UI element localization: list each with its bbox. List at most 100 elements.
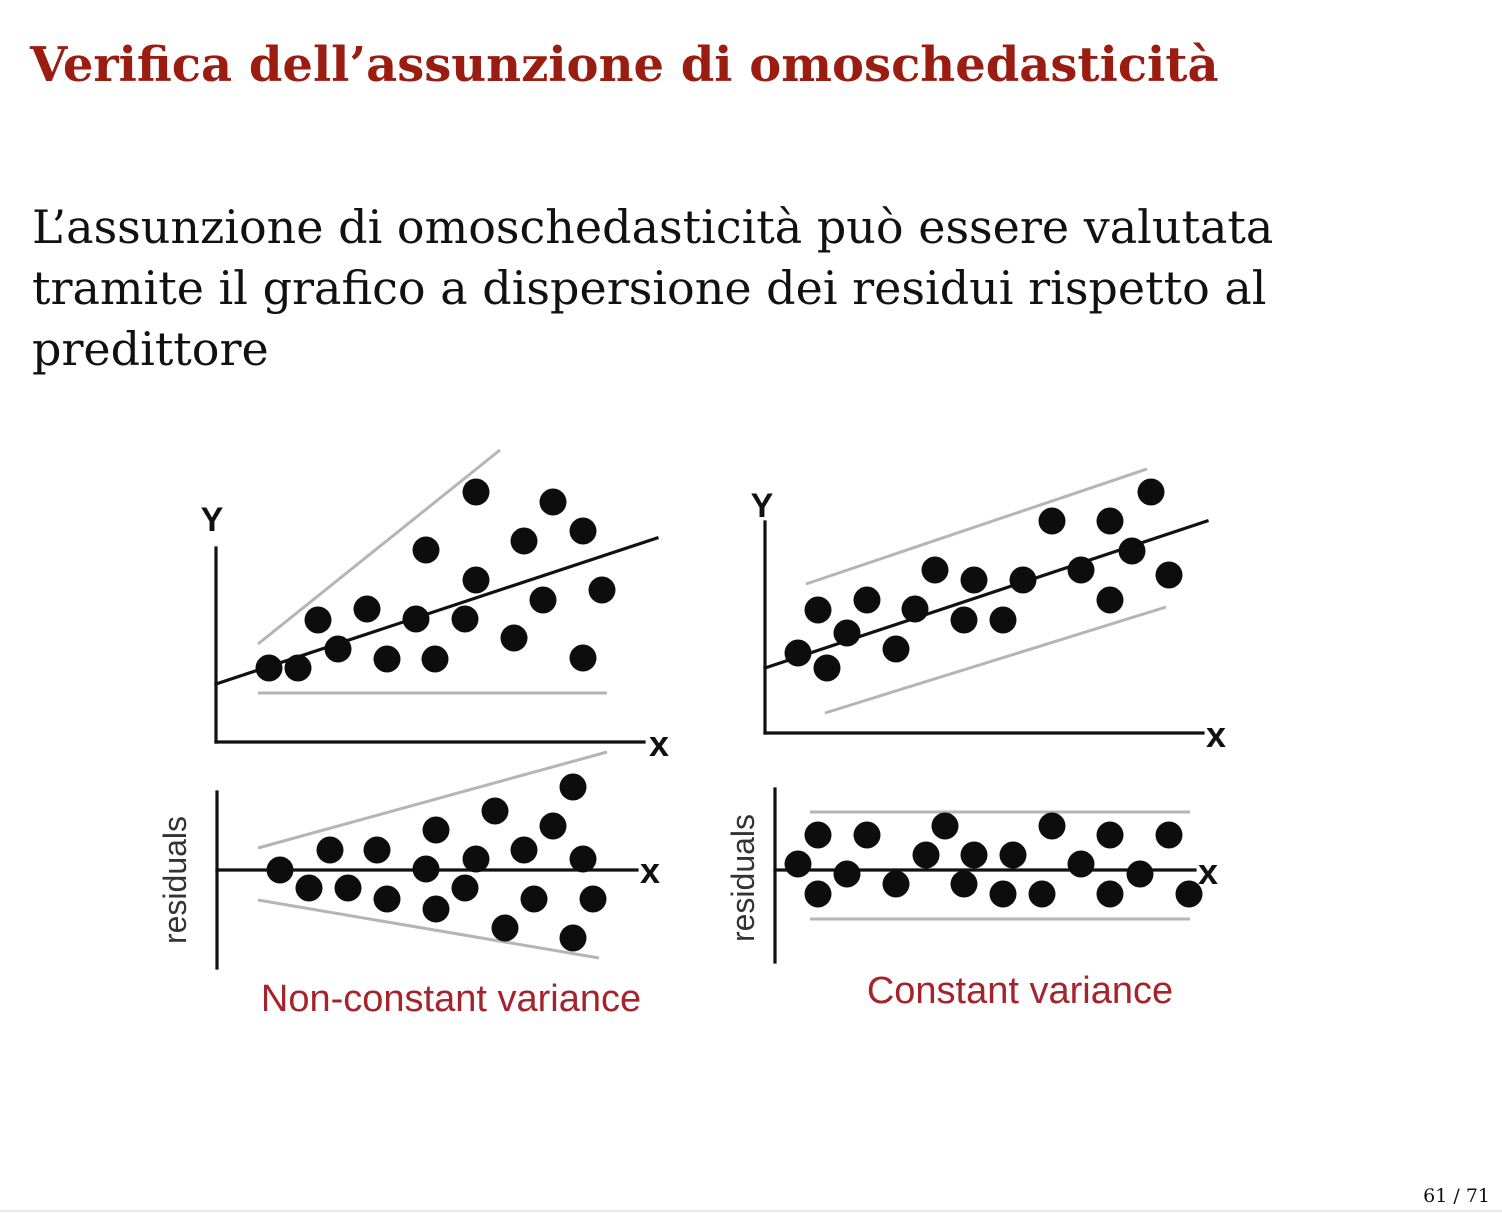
scatter-point <box>950 870 978 898</box>
scatter-point <box>324 635 352 663</box>
scatter-point <box>784 850 812 878</box>
scatter-point <box>539 812 567 840</box>
x-axis-label: x <box>649 723 669 764</box>
scatter-point <box>373 645 401 673</box>
residual-points <box>266 773 607 952</box>
page-number: 61 / 71 <box>1423 1185 1490 1207</box>
scatter-point <box>284 654 312 682</box>
scatter-point <box>1096 821 1124 849</box>
slide-body-text: L’assunzione di omoschedasticità può ess… <box>32 197 1273 380</box>
scatter-point <box>1126 860 1154 888</box>
y-axis-label: residuals <box>725 814 761 942</box>
body-line: tramite il grafico a dispersione dei res… <box>32 261 1267 315</box>
scatter-point <box>912 841 940 869</box>
residual-plots-figure: Y x Y x residuals x <box>157 448 1226 1020</box>
scatter-point <box>481 797 509 825</box>
scatter-point <box>569 644 597 672</box>
scatter-point <box>422 816 450 844</box>
panel-constant-residuals: residuals x <box>725 787 1218 964</box>
scatter-point <box>462 845 490 873</box>
scatter-point <box>989 606 1017 634</box>
scatter-point <box>588 576 616 604</box>
scatter-point <box>510 836 538 864</box>
scatter-point <box>1096 507 1124 535</box>
scatter-point <box>1067 556 1095 584</box>
scatter-point <box>510 527 538 555</box>
scatter-point <box>402 605 430 633</box>
footer-rule <box>0 1210 1502 1212</box>
x-axis-label: x <box>1198 851 1218 892</box>
scatter-point <box>804 821 832 849</box>
panel-nonconstant-scatter: Y x <box>201 448 669 764</box>
scatter-point <box>422 895 450 923</box>
scatter-point <box>373 885 401 913</box>
lower-bound-line <box>257 898 600 960</box>
x-axis-label: x <box>640 850 660 891</box>
scatter-point <box>569 517 597 545</box>
scatter-point <box>1038 507 1066 535</box>
caption-constant-variance: Constant variance <box>867 970 1173 1012</box>
scatter-point <box>784 639 812 667</box>
scatter-point <box>363 836 391 864</box>
scatter-point <box>1155 821 1183 849</box>
scatter-point <box>569 845 597 873</box>
upper-bound-line <box>805 467 1148 586</box>
scatter-point <box>1096 586 1124 614</box>
scatter-point <box>1009 566 1037 594</box>
scatter-point <box>1155 561 1183 589</box>
scatter-point <box>999 841 1027 869</box>
scatter-point <box>921 556 949 584</box>
scatter-point <box>266 856 294 884</box>
scatter-point <box>882 635 910 663</box>
scatter-point <box>853 586 881 614</box>
scatter-point <box>255 654 283 682</box>
scatter-point <box>451 605 479 633</box>
scatter-point <box>989 880 1017 908</box>
scatter-point <box>559 924 587 952</box>
scatter-points <box>255 478 616 682</box>
scatter-point <box>950 606 978 634</box>
x-axis-label: x <box>1206 714 1226 755</box>
scatter-point <box>539 488 567 516</box>
scatter-points <box>784 478 1183 682</box>
scatter-point <box>491 914 519 942</box>
scatter-point <box>833 860 861 888</box>
scatter-point <box>931 812 959 840</box>
scatter-point <box>833 619 861 647</box>
scatter-point <box>412 536 440 564</box>
y-axis-label: residuals <box>157 816 193 944</box>
scatter-point <box>853 821 881 849</box>
scatter-point <box>559 773 587 801</box>
scatter-point <box>500 624 528 652</box>
scatter-point <box>520 885 548 913</box>
scatter-point <box>451 874 479 902</box>
scatter-point <box>316 836 344 864</box>
residual-points <box>784 812 1203 908</box>
upper-bound-line <box>257 448 501 646</box>
y-axis-label: Y <box>751 487 774 525</box>
slide-title: Verifica dell’assunzione di omoschedasti… <box>30 37 1219 93</box>
scatter-point <box>1137 478 1165 506</box>
scatter-point <box>529 586 557 614</box>
scatter-point <box>1118 537 1146 565</box>
scatter-point <box>960 841 988 869</box>
scatter-point <box>295 874 323 902</box>
scatter-point <box>304 606 332 634</box>
scatter-point <box>462 566 490 594</box>
panel-constant-scatter: Y x <box>751 467 1226 755</box>
scatter-point <box>882 870 910 898</box>
scatter-point <box>960 566 988 594</box>
scatter-point <box>1175 880 1203 908</box>
scatter-point <box>1096 880 1124 908</box>
lower-bound-line <box>824 605 1167 715</box>
y-axis-label: Y <box>201 501 224 539</box>
scatter-point <box>421 645 449 673</box>
scatter-point <box>1067 850 1095 878</box>
scatter-point <box>579 885 607 913</box>
scatter-point <box>1038 812 1066 840</box>
caption-non-constant-variance: Non-constant variance <box>261 978 641 1020</box>
panel-nonconstant-residuals: residuals x <box>157 750 660 970</box>
body-line: predittore <box>32 322 269 376</box>
scatter-point <box>353 595 381 623</box>
